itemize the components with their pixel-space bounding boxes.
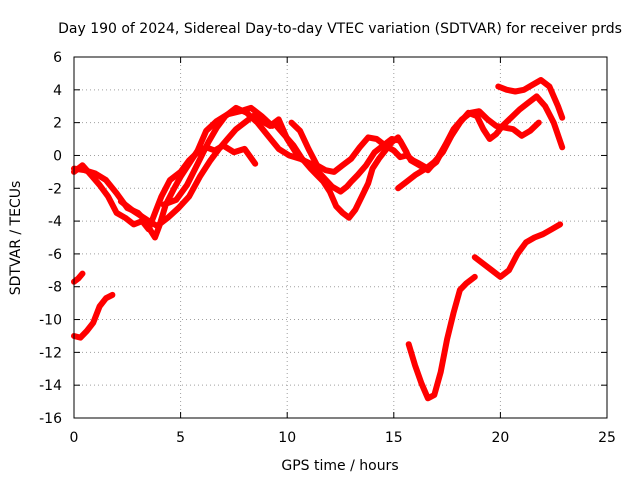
plot-frame — [73, 56, 608, 419]
x-tick-label: 10 — [278, 430, 296, 446]
x-tick-label: 0 — [70, 430, 79, 446]
x-tick-label: 20 — [491, 430, 509, 446]
x-tick-label: 15 — [385, 430, 403, 446]
x-tick-label: 25 — [598, 430, 616, 446]
series-layer — [71, 77, 566, 402]
grid — [74, 57, 607, 418]
y-tick-labels: -16 -14 -12 -10 -8 -6 -4 -2 0 2 4 6 — [39, 50, 62, 427]
series-track-3 — [117, 113, 299, 229]
y-tick-label: -2 — [48, 181, 62, 197]
series-track-11 — [405, 273, 478, 402]
y-tick-label: 6 — [53, 50, 62, 66]
series-track-9 — [71, 270, 86, 285]
series-track-6 — [288, 108, 542, 175]
y-tick-label: 2 — [53, 116, 62, 132]
series-track-12 — [471, 221, 564, 280]
y-tick-label: -10 — [39, 313, 62, 329]
series-track-10 — [71, 291, 116, 341]
ticks — [73, 56, 608, 419]
y-tick-label: 0 — [53, 148, 62, 164]
x-axis-label: GPS time / hours — [281, 458, 398, 474]
chart-title: Day 190 of 2024, Sidereal Day-to-day VTE… — [58, 21, 622, 37]
y-tick-label: -14 — [39, 378, 62, 394]
series-track-7 — [395, 93, 566, 192]
y-tick-label: -4 — [48, 214, 62, 230]
x-tick-label: 5 — [176, 430, 185, 446]
y-axis-label: SDTVAR / TECUs — [8, 181, 24, 296]
y-tick-label: -16 — [39, 411, 62, 427]
y-tick-label: 4 — [53, 83, 62, 99]
y-tick-label: -6 — [48, 247, 62, 263]
y-tick-label: -12 — [39, 345, 62, 361]
y-tick-label: -8 — [48, 280, 62, 296]
series-track-8 — [495, 77, 566, 121]
x-tick-labels: 0 5 10 15 20 25 — [70, 430, 616, 446]
